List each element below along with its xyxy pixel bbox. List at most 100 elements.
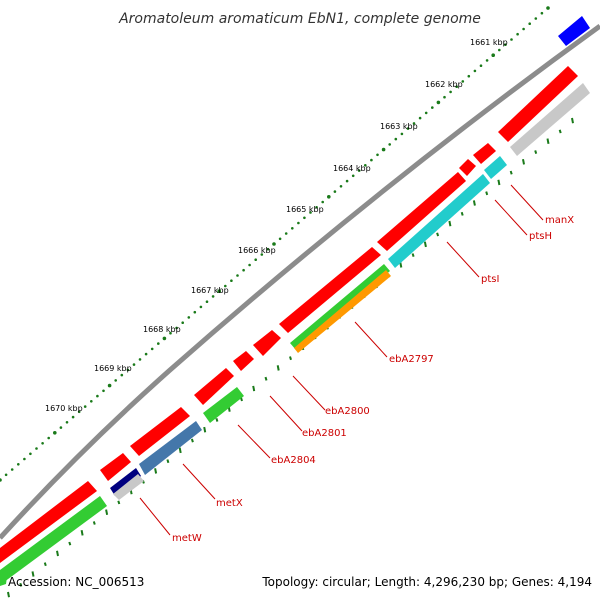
tick-dot (114, 379, 117, 382)
scale-tick (7, 591, 10, 598)
gene-feature[interactable] (484, 156, 507, 179)
tick-dot (77, 410, 81, 414)
tick-label: 1666 kbp (238, 246, 276, 255)
gene-label-eba2804[interactable]: ebA2804 (271, 455, 316, 466)
gene-labels: manX ptsH ptsI ebA2797 ebA2800 ebA2801 e… (139, 184, 574, 544)
tick-dot (53, 431, 57, 435)
tick-dot (424, 111, 428, 115)
tick-dot (175, 326, 178, 330)
gene-feature[interactable] (113, 474, 144, 500)
tick-dot (400, 132, 404, 136)
tick-label: 1663 kbp (380, 122, 418, 131)
gene-feature[interactable] (388, 174, 490, 268)
gene-feature[interactable] (110, 468, 141, 496)
tick-dot (205, 300, 209, 304)
tick-dot (364, 164, 367, 167)
tick-dot (132, 363, 136, 366)
gene-label-metw[interactable]: metW (172, 533, 202, 544)
scale-tick (436, 232, 440, 237)
map-title: Aromatoleum aromaticum EbN1, complete ge… (118, 11, 481, 27)
gene-label-ptsh[interactable]: ptsH (529, 231, 552, 242)
gene-feature[interactable] (473, 143, 496, 164)
gene-feature[interactable] (139, 421, 202, 475)
gene-label-metx[interactable]: metX (216, 498, 243, 509)
gene-label-eba2797[interactable]: ebA2797 (389, 354, 434, 365)
gene-feature[interactable] (510, 83, 590, 156)
label-leader (510, 184, 544, 221)
tick-dot (436, 100, 441, 105)
accession-label: Accession: NC_006513 (8, 575, 144, 589)
tick-dot (479, 64, 483, 67)
scale-tick (190, 438, 194, 443)
gene-feature[interactable] (294, 270, 391, 353)
gene-feature[interactable] (290, 264, 390, 350)
gene-feature[interactable] (0, 570, 8, 586)
gene-feature[interactable] (100, 453, 131, 481)
tick-dot (546, 6, 550, 10)
scale-tick (571, 117, 574, 124)
tick-dot (297, 221, 300, 225)
gene-feature[interactable] (203, 387, 244, 423)
tick-dot (381, 147, 386, 152)
tick-labels: 1661 kbp 1662 kbp 1663 kbp 1664 kbp 1665… (45, 38, 508, 413)
scale-tick (534, 150, 538, 154)
gene-feature[interactable] (459, 159, 476, 176)
gene-feature[interactable] (558, 16, 590, 46)
scale-tick (80, 530, 84, 536)
tick-dot (333, 190, 337, 193)
tick-dot (443, 95, 446, 99)
tick-dot (309, 211, 312, 214)
gene-label-eba2800[interactable]: ebA2800 (325, 406, 370, 417)
tick-dot (321, 200, 325, 204)
tick-dot (83, 405, 87, 408)
scale-tick (19, 582, 23, 587)
tick-dot (461, 80, 465, 83)
tick-label: 1667 kbp (191, 286, 229, 295)
tick-dot (138, 358, 142, 361)
tick-dot (291, 227, 294, 230)
gene-feature[interactable] (0, 481, 97, 563)
gene-feature[interactable] (194, 368, 234, 405)
tick-label: 1664 kbp (333, 164, 371, 173)
tick-dot (59, 426, 63, 429)
gene-label-eba2801[interactable]: ebA2801 (302, 428, 347, 439)
gene-label-ptsi[interactable]: ptsI (481, 274, 499, 285)
tick-dot (467, 74, 471, 78)
tick-dot (162, 336, 167, 341)
forward-strand-track (0, 66, 578, 563)
tick-dot (193, 310, 197, 314)
tick-dot (339, 185, 343, 188)
scale-tick (117, 500, 121, 505)
gene-feature[interactable] (233, 351, 254, 371)
scale-tick (485, 191, 489, 196)
scale-tick (472, 200, 476, 206)
gene-feature[interactable] (279, 247, 381, 333)
tick-dot (455, 85, 459, 88)
scale-tick (276, 365, 280, 371)
tick-dot (29, 452, 32, 456)
scale-tick (56, 550, 59, 557)
gene-feature[interactable] (377, 172, 466, 251)
tick-dot (4, 473, 8, 477)
gene-label-manx[interactable]: manX (545, 215, 574, 226)
tick-dot (522, 27, 525, 31)
gene-feature[interactable] (498, 66, 578, 142)
gene-feature[interactable] (0, 496, 107, 585)
tick-dot (534, 17, 538, 20)
scale-tick (92, 521, 96, 525)
tick-dot (169, 331, 172, 335)
tick-dot (491, 53, 496, 57)
tick-dot (150, 347, 154, 351)
gene-feature[interactable] (130, 407, 190, 456)
backbone-arc (0, 23, 600, 540)
scale-tick (558, 129, 562, 134)
scale-tick (522, 159, 525, 165)
tick-dot (278, 237, 282, 241)
tick-dot (120, 373, 124, 377)
scale-tick (43, 562, 47, 567)
tick-dot (10, 468, 14, 471)
tick-dot (23, 457, 26, 461)
tick-dot (284, 232, 288, 235)
gene-feature[interactable] (253, 330, 281, 356)
scale-tick (203, 426, 207, 433)
